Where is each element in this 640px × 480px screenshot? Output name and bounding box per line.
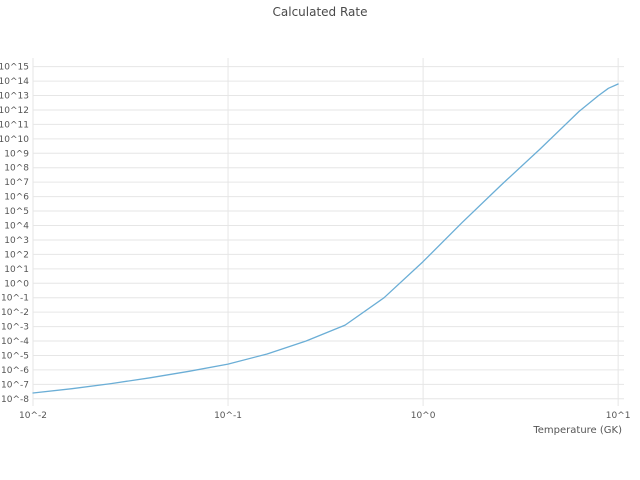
- y-tick-label: 10^14: [0, 77, 29, 87]
- y-tick-label: 10^12: [0, 106, 29, 116]
- x-tick-label: 10^-1: [214, 411, 242, 421]
- y-tick-label: 10^2: [4, 250, 29, 260]
- chart-title: Calculated Rate: [273, 5, 368, 19]
- y-tick-label: 10^-6: [1, 366, 29, 376]
- y-tick-label: 10^15: [0, 63, 29, 73]
- y-tick-labels: 10^-8 10^-7 10^-6 10^-5 10^-4 10^-3 10^-2 10^-1…: [0, 63, 29, 405]
- y-tick-label: 10^4: [4, 222, 29, 232]
- y-tick-label: 10^-7: [1, 380, 29, 390]
- y-tick-label: 10^9: [4, 149, 29, 159]
- y-tick-label: 10^6: [4, 193, 29, 203]
- x-axis-label: Temperature (GK): [532, 425, 622, 436]
- y-tick-label: 10^13: [0, 92, 29, 102]
- y-tick-label: 10^0: [4, 279, 29, 289]
- y-tick-label: 10^3: [4, 236, 29, 246]
- y-tick-label: 10^1: [4, 265, 29, 275]
- y-tick-label: 10^7: [4, 178, 29, 188]
- x-tick-labels: 10^-2 10^-1 10^0 10^1: [19, 411, 631, 421]
- x-tick-label: 10^1: [606, 411, 631, 421]
- x-tick-label: 10^0: [411, 411, 436, 421]
- y-tick-label: 10^5: [4, 207, 29, 217]
- y-tick-label: 10^-5: [1, 351, 29, 361]
- y-tick-label: 10^-4: [1, 337, 29, 347]
- y-tick-label: 10^10: [0, 135, 29, 145]
- y-tick-label: 10^-1: [1, 294, 29, 304]
- y-tick-label: 10^-8: [1, 395, 29, 405]
- gridlines: [32, 58, 624, 406]
- y-tick-label: 10^8: [4, 164, 29, 174]
- y-tick-label: 10^-3: [1, 323, 29, 333]
- y-tick-label: 10^11: [0, 120, 29, 130]
- rate-curve: [32, 83, 619, 394]
- x-tick-label: 10^-2: [19, 411, 47, 421]
- y-tick-label: 10^-2: [1, 308, 29, 318]
